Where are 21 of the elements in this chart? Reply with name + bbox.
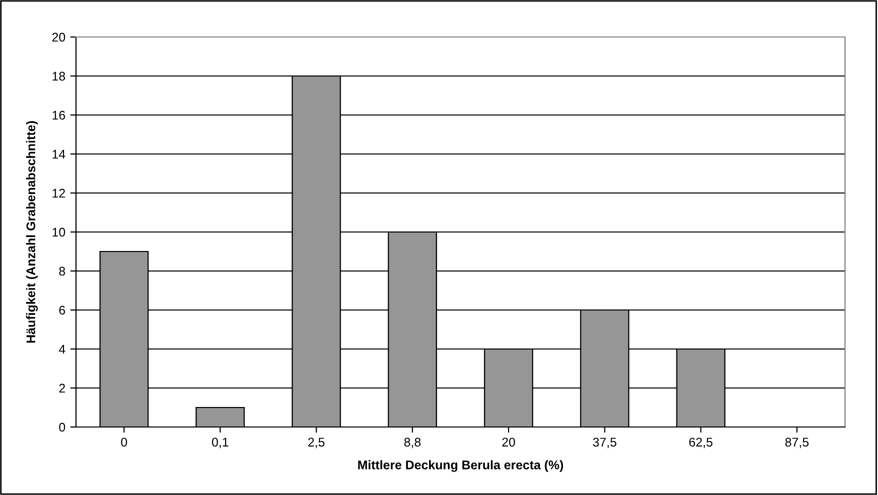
y-tick-label: 6	[59, 306, 66, 315]
x-tick-label: 2,5	[308, 438, 324, 448]
x-tick-label: 20	[502, 438, 516, 447]
x-axis-title: Mittlere Deckung Berula erecta (%)	[358, 460, 564, 472]
x-tick-label: 0	[121, 438, 128, 447]
y-tick-label: 8	[59, 266, 66, 276]
x-tick-label: 37,5	[593, 438, 616, 448]
y-tick-label: 16	[52, 110, 66, 120]
x-tick-label: 62,5	[689, 438, 712, 448]
x-tick-label: 8,8	[404, 438, 421, 448]
y-tick-label: 10	[52, 228, 66, 237]
y-tick-label: 14	[52, 150, 66, 159]
y-axis-title: Häufigkeit (Anzahl Grabenabschnitte)	[26, 121, 38, 343]
y-tick-label: 18	[52, 72, 66, 81]
x-tick-label: 0,1	[212, 438, 228, 448]
y-tick-label: 2	[59, 384, 65, 393]
y-tick-label: 12	[52, 188, 65, 198]
y-tick-label: 20	[52, 32, 66, 42]
x-tick-label: 87,5	[785, 438, 809, 448]
y-tick-label: 0	[59, 422, 66, 432]
y-tick-label: 4	[58, 344, 66, 354]
